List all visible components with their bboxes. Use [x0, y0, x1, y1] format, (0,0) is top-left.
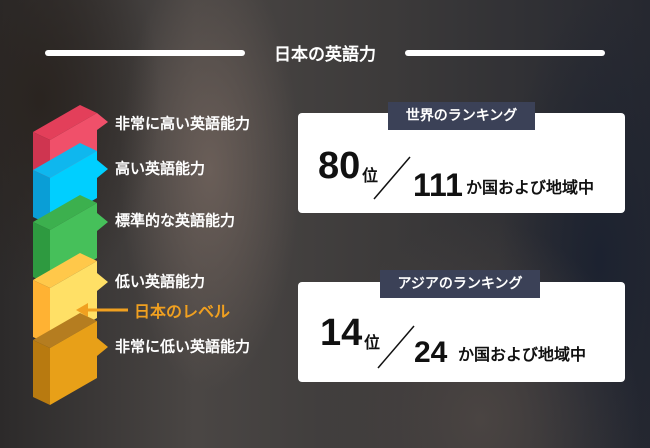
level-label-high: 高い英語能力 [115, 159, 206, 178]
world-total: 111 [413, 167, 463, 203]
slash-divider [377, 325, 415, 369]
asia-total-suffix: か国および地域中 [458, 345, 587, 364]
title-line-right [405, 50, 605, 56]
asia-rank-suffix: 位 [364, 333, 381, 352]
asia-total: 24 [414, 336, 448, 369]
level-label-low: 低い英語能力 [115, 272, 206, 291]
slash-divider [373, 156, 411, 200]
world-rank: 80 [318, 145, 361, 187]
level-label-very-low: 非常に低い英語能力 [115, 337, 251, 356]
title-line-left [45, 50, 245, 56]
world-ranking-tab: 世界のランキング [388, 102, 535, 130]
world-rank-suffix: 位 [362, 166, 379, 185]
world-total-suffix: か国および地域中 [466, 178, 595, 197]
japan-level-label: 日本のレベル [134, 302, 231, 321]
level-label-very-high: 非常に高い英語能力 [115, 114, 251, 133]
asia-rank: 14 [320, 312, 363, 354]
level-label-standard: 標準的な英語能力 [115, 211, 236, 230]
asia-ranking-tab: アジアのランキング [380, 270, 540, 298]
asia-ranking-card: 14 位 24 か国および地域中 [298, 282, 625, 382]
arrow-icon [76, 303, 128, 317]
block-very-low [33, 313, 108, 405]
page-title: 日本の英語力 [274, 45, 376, 65]
